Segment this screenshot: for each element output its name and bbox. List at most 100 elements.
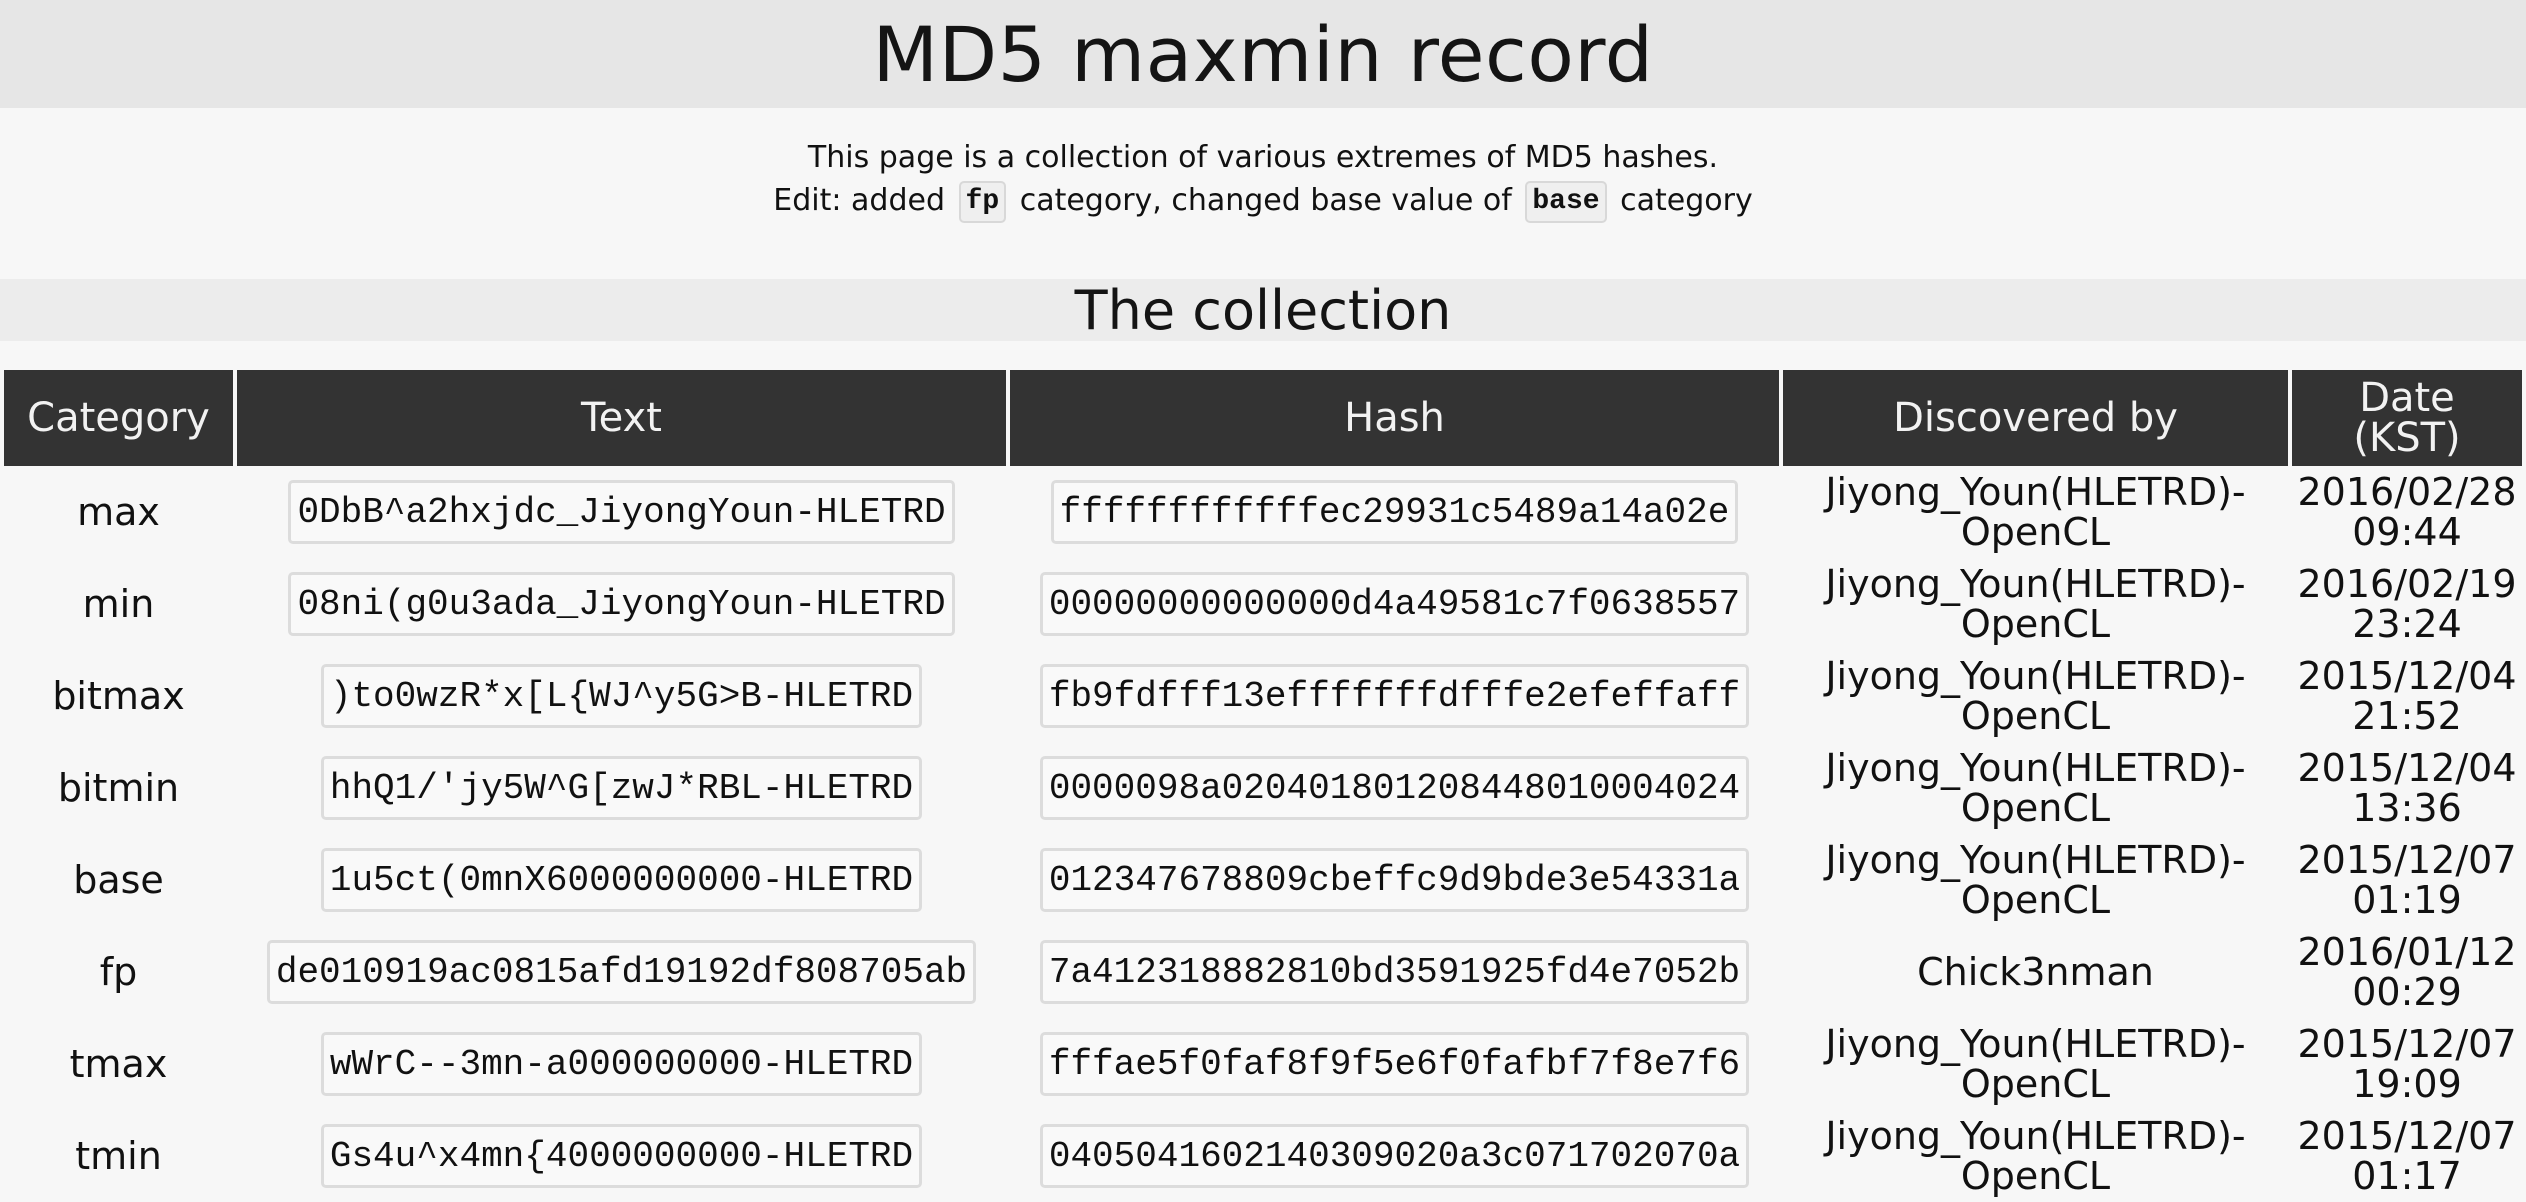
date-value: 2015/12/04	[2297, 746, 2517, 790]
code-fp: fp	[958, 180, 1007, 223]
text-value: wWrC--3mn-a000000000-HLETRD	[320, 1032, 923, 1096]
table-row: bitmin hhQ1/'jy5W^G[zwJ*RBL-HLETRD 00000…	[4, 742, 2522, 834]
table-header-row: Category Text Hash Discovered by Date (K…	[4, 370, 2522, 466]
hash-value: 00000000000000d4a49581c7f0638557	[1039, 572, 1750, 636]
table-row: bitmax )to0wzR*x[L{WJ^y5G>B-HLETRD fb9fd…	[4, 650, 2522, 742]
discoverer-name: Jiyong_Youn(HLETRD)-	[1825, 1114, 2246, 1158]
intro-line-1: This page is a collection of various ext…	[807, 140, 1719, 175]
date-value: 2015/12/07	[2297, 1022, 2517, 1066]
hash-value: 0000098a020401801208448010004024	[1039, 756, 1750, 820]
hash-value: 0405041602140309020a3c071702070a	[1039, 1124, 1750, 1188]
hash-cell: fb9fdfff13efffffffdfffe2efeffaff	[1010, 650, 1779, 742]
discovered-by-cell: Jiyong_Youn(HLETRD)- OpenCL	[1783, 1018, 2288, 1110]
text-value: Gs4u^x4mn{4000000000-HLETRD	[320, 1124, 923, 1188]
date-cell: 2015/12/04 13:36	[2292, 742, 2522, 834]
table-row: tmax wWrC--3mn-a000000000-HLETRD fffae5f…	[4, 1018, 2522, 1110]
intro-line-2: Edit: added fp category, changed base va…	[0, 179, 2526, 223]
hash-cell: 7a412318882810bd3591925fd4e7052b	[1010, 926, 1779, 1018]
discovered-by-cell: Jiyong_Youn(HLETRD)- OpenCL	[1783, 650, 2288, 742]
hash-value: fffae5f0faf8f9f5e6f0fafbf7f8e7f6	[1039, 1032, 1750, 1096]
date-value: 2015/12/07	[2297, 1114, 2517, 1158]
text-value: hhQ1/'jy5W^G[zwJ*RBL-HLETRD	[320, 756, 923, 820]
date-cell: 2015/12/04 21:52	[2292, 650, 2522, 742]
text-cell: de010919ac0815afd19192df808705ab	[237, 926, 1006, 1018]
header-date: Date (KST)	[2292, 370, 2522, 466]
discoverer-method: OpenCL	[1960, 878, 2111, 922]
table-row: min 08ni(g0u3ada_JiyongYoun-HLETRD 00000…	[4, 558, 2522, 650]
time-value: 09:44	[2352, 510, 2462, 554]
category-cell: bitmax	[52, 674, 185, 718]
text-value: de010919ac0815afd19192df808705ab	[266, 940, 977, 1004]
hash-cell: 0000098a020401801208448010004024	[1010, 742, 1779, 834]
category-cell: tmin	[75, 1134, 162, 1178]
header-text: Text	[237, 370, 1006, 466]
time-value: 01:17	[2352, 1154, 2462, 1198]
hash-cell: fffae5f0faf8f9f5e6f0fafbf7f8e7f6	[1010, 1018, 1779, 1110]
text-cell: 1u5ct(0mnX6000000000-HLETRD	[237, 834, 1006, 926]
discoverer-method: OpenCL	[1960, 510, 2111, 554]
discoverer-name: Chick3nman	[1917, 950, 2154, 994]
text-value: 1u5ct(0mnX6000000000-HLETRD	[320, 848, 923, 912]
header-date-zone: (KST)	[2353, 415, 2461, 461]
discoverer-name: Jiyong_Youn(HLETRD)-	[1825, 746, 2246, 790]
table-row: max 0DbB^a2hxjdc_JiyongYoun-HLETRD fffff…	[4, 466, 2522, 558]
date-cell: 2015/12/07 19:09	[2292, 1018, 2522, 1110]
discoverer-name: Jiyong_Youn(HLETRD)-	[1825, 562, 2246, 606]
header-hash: Hash	[1010, 370, 1779, 466]
discoverer-method: OpenCL	[1960, 786, 2111, 830]
hash-value: 012347678809cbeffc9d9bde3e54331a	[1039, 848, 1750, 912]
discovered-by-cell: Jiyong_Youn(HLETRD)- OpenCL	[1783, 466, 2288, 558]
text-cell: 0DbB^a2hxjdc_JiyongYoun-HLETRD	[237, 466, 1006, 558]
date-value: 2016/01/12	[2297, 930, 2517, 974]
time-value: 23:24	[2352, 602, 2462, 646]
title-bar: MD5 maxmin record	[0, 0, 2526, 108]
date-cell: 2015/12/07 01:19	[2292, 834, 2522, 926]
table-row: base 1u5ct(0mnX6000000000-HLETRD 0123476…	[4, 834, 2522, 926]
intro: This page is a collection of various ext…	[0, 136, 2526, 223]
discoverer-method: OpenCL	[1960, 1062, 2111, 1106]
discoverer-method: OpenCL	[1960, 602, 2111, 646]
collection-table: Category Text Hash Discovered by Date (K…	[0, 370, 2526, 1202]
section-bar: The collection	[0, 278, 2526, 342]
category-cell: min	[82, 582, 155, 626]
date-cell: 2016/02/19 23:24	[2292, 558, 2522, 650]
text-value: 0DbB^a2hxjdc_JiyongYoun-HLETRD	[288, 480, 955, 544]
discovered-by-cell: Chick3nman	[1783, 926, 2288, 1018]
text-cell: wWrC--3mn-a000000000-HLETRD	[237, 1018, 1006, 1110]
intro-text: category	[1620, 183, 1753, 218]
intro-text: Edit: added	[773, 183, 945, 218]
hash-cell: 012347678809cbeffc9d9bde3e54331a	[1010, 834, 1779, 926]
page-title: MD5 maxmin record	[872, 9, 1654, 99]
text-value: 08ni(g0u3ada_JiyongYoun-HLETRD	[288, 572, 955, 636]
text-cell: Gs4u^x4mn{4000000000-HLETRD	[237, 1110, 1006, 1202]
text-cell: )to0wzR*x[L{WJ^y5G>B-HLETRD	[237, 650, 1006, 742]
discovered-by-cell: Jiyong_Youn(HLETRD)- OpenCL	[1783, 742, 2288, 834]
discoverer-method: OpenCL	[1960, 694, 2111, 738]
discoverer-name: Jiyong_Youn(HLETRD)-	[1825, 654, 2246, 698]
time-value: 19:09	[2352, 1062, 2462, 1106]
time-value: 01:19	[2352, 878, 2462, 922]
category-cell: max	[77, 490, 160, 534]
discoverer-name: Jiyong_Youn(HLETRD)-	[1825, 470, 2246, 514]
text-value: )to0wzR*x[L{WJ^y5G>B-HLETRD	[320, 664, 923, 728]
time-value: 00:29	[2352, 970, 2462, 1014]
date-cell: 2015/12/07 01:17	[2292, 1110, 2522, 1202]
section-title: The collection	[1074, 278, 1452, 342]
date-cell: 2016/01/12 00:29	[2292, 926, 2522, 1018]
date-value: 2015/12/07	[2297, 838, 2517, 882]
category-cell: base	[73, 858, 164, 902]
category-cell: tmax	[69, 1042, 168, 1086]
discoverer-name: Jiyong_Youn(HLETRD)-	[1825, 1022, 2246, 1066]
hash-value: fb9fdfff13efffffffdfffe2efeffaff	[1039, 664, 1750, 728]
date-value: 2016/02/19	[2297, 562, 2517, 606]
code-base: base	[1525, 180, 1607, 223]
discovered-by-cell: Jiyong_Youn(HLETRD)- OpenCL	[1783, 834, 2288, 926]
text-cell: hhQ1/'jy5W^G[zwJ*RBL-HLETRD	[237, 742, 1006, 834]
hash-cell: ffffffffffffec29931c5489a14a02e	[1010, 466, 1779, 558]
discovered-by-cell: Jiyong_Youn(HLETRD)- OpenCL	[1783, 1110, 2288, 1202]
hash-cell: 00000000000000d4a49581c7f0638557	[1010, 558, 1779, 650]
discoverer-method: OpenCL	[1960, 1154, 2111, 1198]
category-cell: fp	[99, 950, 138, 994]
hash-value: 7a412318882810bd3591925fd4e7052b	[1039, 940, 1750, 1004]
